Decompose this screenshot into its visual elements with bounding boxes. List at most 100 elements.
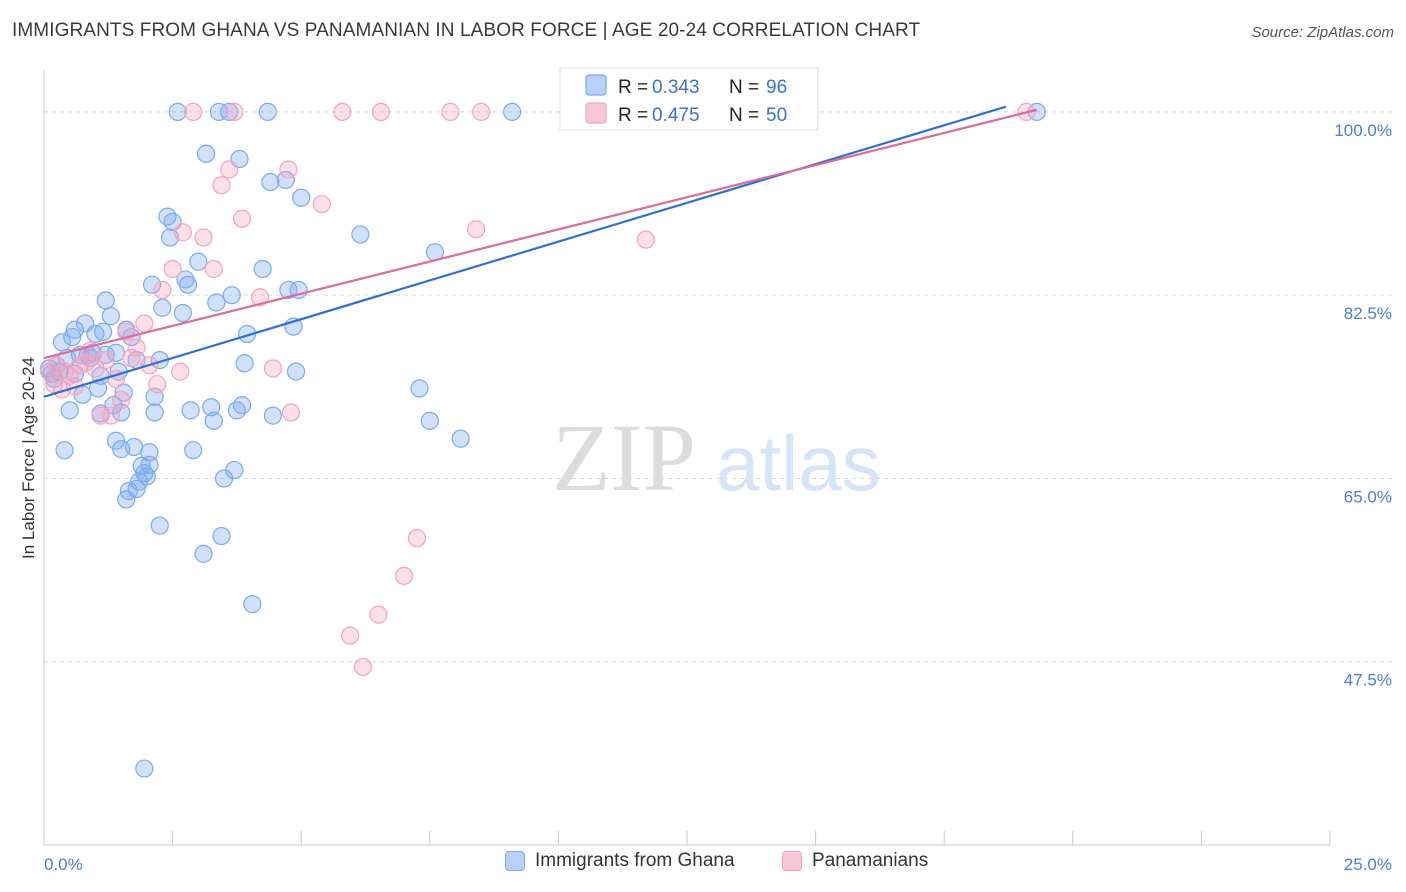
ghana-point-60	[184, 441, 203, 460]
panamanians-point-22	[153, 280, 172, 300]
ghana-point-66	[207, 293, 226, 312]
panamanians-point-40	[353, 657, 373, 677]
ghana-point-71	[222, 286, 241, 305]
panamanians-point-21	[148, 375, 167, 394]
panamanians-point-42	[371, 102, 391, 121]
watermark: ZIP atlas	[552, 404, 881, 511]
ghana-point-37	[124, 437, 144, 457]
ghana-point-73	[227, 401, 246, 420]
ghana-point-88	[292, 188, 311, 207]
panamanians-point-46	[466, 220, 486, 239]
panamanians-point-45	[441, 102, 460, 121]
ghana-point-25	[101, 307, 120, 326]
source-label: Source: ZipAtlas.com	[1251, 24, 1394, 41]
panamanians-point-27	[194, 228, 213, 247]
panamanians-point-37	[312, 194, 331, 214]
legend-bottom: Immigrants from Ghana Panamanians	[0, 850, 1406, 878]
legend-top: R = 0.343 N = 96 R = 0.475 N = 50	[559, 67, 819, 131]
ghana-point-56	[173, 303, 192, 323]
y-tick-label-1: 65.0%	[1344, 487, 1392, 506]
series-panamanians-points	[40, 102, 1036, 677]
panamanians-point-23	[163, 259, 182, 279]
series-ghana-points	[40, 102, 1046, 778]
legend-bottom-swatch-ghana	[505, 851, 525, 871]
ghana-point-32	[114, 383, 133, 402]
legend-r-value-ghana: 0.343	[652, 77, 700, 98]
ghana-point-50	[150, 516, 169, 535]
x-tick-label-start: 0.0%	[44, 855, 83, 874]
ghana-point-89	[351, 225, 370, 244]
legend-n-label-ghana: N =	[729, 77, 759, 98]
panamanians-point-18	[127, 338, 146, 357]
panamanians-point-30	[220, 160, 239, 179]
ghana-point-55	[168, 102, 187, 121]
ghana-point-70	[220, 102, 239, 121]
panamanians-point-11	[91, 406, 110, 425]
ghana-point-41	[132, 456, 151, 475]
panamanians-point-43	[394, 566, 414, 585]
ghana-point-45	[140, 455, 159, 474]
ghana-point-48	[145, 403, 164, 422]
chart-title: IMMIGRANTS FROM GHANA VS PANAMANIAN IN L…	[12, 20, 921, 41]
ghana-point-84	[279, 280, 298, 300]
panamanians-point-39	[340, 626, 360, 645]
ghana-point-51	[153, 298, 172, 317]
panamanians-point-29	[212, 176, 231, 195]
ghana-point-68	[212, 526, 231, 546]
panamanians-point-38	[333, 102, 352, 121]
ghana-point-72	[225, 460, 244, 480]
ghana-point-81	[261, 172, 280, 192]
axes	[43, 70, 1331, 846]
legend-r-label-panamanians: R =	[618, 105, 648, 126]
y-axis-label: In Labor Force | Age 20-24	[19, 357, 38, 559]
legend-item-panamanians[interactable]: Panamanians	[782, 850, 928, 872]
ghana-point-95	[135, 759, 154, 778]
ghana-point-65	[204, 411, 223, 430]
ghana-point-30	[112, 403, 131, 422]
ghana-point-90	[410, 379, 429, 398]
ghana-point-64	[202, 398, 221, 417]
panamanians-point-26	[184, 102, 203, 121]
panamanians-point-32	[232, 209, 252, 228]
legend-n-value-panamanians: 50	[766, 105, 787, 126]
ghana-point-63	[196, 144, 216, 163]
ghana-point-6	[55, 441, 74, 460]
legend-swatch-ghana	[585, 74, 607, 96]
panamanians-point-13	[101, 406, 120, 425]
ghana-point-78	[243, 595, 262, 614]
legend-bottom-swatch-panamanians	[782, 851, 802, 871]
legend-bottom-label-ghana: Immigrants from Ghana	[535, 850, 735, 871]
ghana-point-94	[503, 102, 522, 121]
ghana-point-80	[258, 102, 277, 121]
ghana-point-76	[235, 354, 254, 373]
panamanians-point-17	[122, 348, 141, 368]
panamanians-point-12	[96, 351, 115, 370]
ghana-point-62	[194, 544, 213, 563]
panamanians-point-15	[112, 390, 131, 409]
legend-r-label-ghana: R =	[618, 77, 648, 98]
legend-bottom-label-panamanians: Panamanians	[812, 850, 929, 871]
panamanians-point-24	[171, 362, 190, 381]
ghana-point-83	[276, 170, 295, 190]
panamanians-point-25	[173, 223, 192, 242]
y-tick-label-3: 100.0%	[1334, 121, 1392, 140]
legend-swatch-panamanians	[585, 102, 607, 124]
legend-item-ghana[interactable]: Immigrants from Ghana	[505, 850, 735, 872]
legend-n-value-ghana: 96	[766, 77, 787, 98]
ghana-point-91	[420, 411, 439, 430]
ghana-point-86	[286, 362, 306, 381]
watermark-zip: ZIP	[552, 404, 696, 511]
y-tick-label-0: 47.5%	[1344, 671, 1392, 690]
ghana-point-52	[158, 207, 177, 226]
ghana-point-9	[63, 327, 82, 347]
ghana-point-93	[451, 429, 470, 448]
watermark-atlas: atlas	[716, 419, 881, 507]
ghana-point-82	[263, 406, 283, 425]
ghana-point-43	[137, 467, 156, 486]
y-tick-labels: 47.5% 65.0% 82.5% 100.0%	[1334, 121, 1392, 690]
ghana-point-22	[94, 322, 113, 341]
panamanians-point-35	[279, 160, 298, 179]
y-tick-label-2: 82.5%	[1344, 304, 1392, 323]
ghana-point-61	[189, 252, 208, 271]
